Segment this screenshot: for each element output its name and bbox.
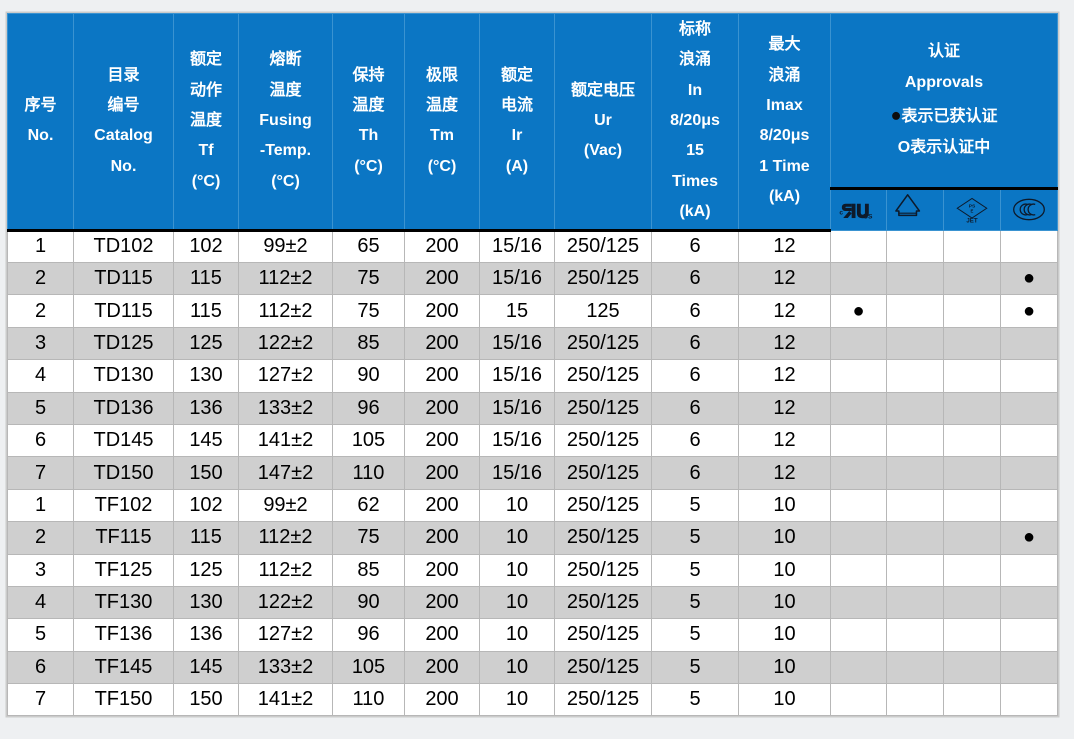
svg-text:c: c	[839, 209, 843, 216]
svg-text:E: E	[971, 209, 974, 214]
svg-text:JET: JET	[966, 218, 977, 224]
